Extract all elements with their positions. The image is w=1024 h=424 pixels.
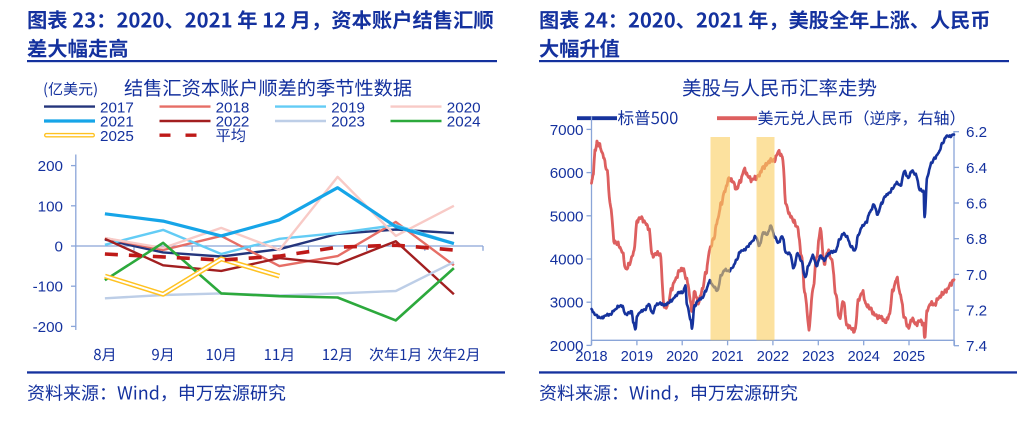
svg-text:2024: 2024 bbox=[447, 114, 481, 131]
svg-text:2021: 2021 bbox=[711, 349, 743, 365]
svg-text:2024: 2024 bbox=[848, 349, 880, 365]
svg-text:2023: 2023 bbox=[331, 114, 365, 131]
svg-text:2017: 2017 bbox=[100, 99, 134, 116]
svg-text:2023: 2023 bbox=[802, 349, 834, 365]
svg-text:2018: 2018 bbox=[216, 99, 250, 116]
svg-text:2025: 2025 bbox=[893, 349, 925, 365]
svg-text:2022: 2022 bbox=[216, 114, 250, 131]
svg-text:7000: 7000 bbox=[550, 122, 584, 139]
svg-text:7.0: 7.0 bbox=[966, 267, 987, 284]
svg-text:-200: -200 bbox=[33, 319, 63, 336]
svg-text:6.2: 6.2 bbox=[966, 124, 987, 141]
svg-text:6000: 6000 bbox=[550, 165, 584, 182]
svg-text:7.2: 7.2 bbox=[966, 303, 987, 320]
svg-text:2020: 2020 bbox=[447, 99, 481, 116]
svg-text:2000: 2000 bbox=[550, 338, 584, 355]
svg-text:4000: 4000 bbox=[550, 252, 584, 269]
svg-text:-100: -100 bbox=[33, 279, 63, 296]
svg-text:2025: 2025 bbox=[100, 128, 134, 145]
svg-text:2018: 2018 bbox=[575, 349, 607, 365]
svg-text:2020: 2020 bbox=[666, 349, 698, 365]
svg-text:0: 0 bbox=[55, 239, 63, 256]
svg-text:100: 100 bbox=[38, 198, 63, 215]
svg-text:2021: 2021 bbox=[100, 114, 134, 131]
svg-text:6.6: 6.6 bbox=[966, 196, 987, 213]
svg-text:7.4: 7.4 bbox=[966, 338, 987, 355]
svg-text:6.4: 6.4 bbox=[966, 160, 987, 177]
svg-text:3000: 3000 bbox=[550, 295, 584, 312]
svg-text:2022: 2022 bbox=[757, 349, 789, 365]
svg-text:5000: 5000 bbox=[550, 208, 584, 225]
svg-text:200: 200 bbox=[38, 158, 63, 175]
svg-text:2019: 2019 bbox=[331, 99, 365, 116]
svg-text:2019: 2019 bbox=[621, 349, 653, 365]
svg-text:6.8: 6.8 bbox=[966, 231, 987, 248]
